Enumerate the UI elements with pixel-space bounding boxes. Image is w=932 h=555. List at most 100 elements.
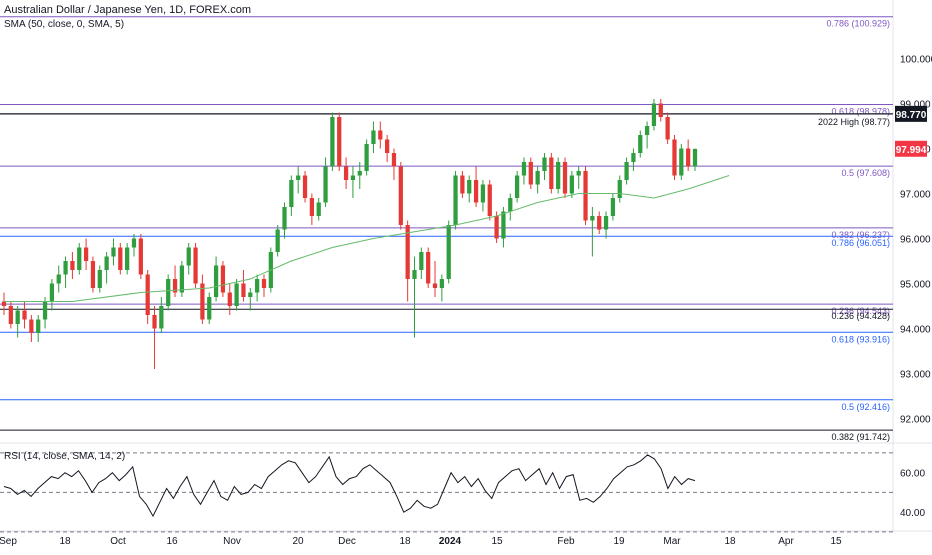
candle-body (617, 180, 622, 198)
candle-body (556, 162, 561, 189)
candle-body (220, 265, 226, 293)
candle-body (391, 153, 397, 167)
candle-body (549, 157, 554, 189)
candle-body (590, 216, 595, 221)
time-tick-label: 20 (292, 536, 304, 547)
current-price-label: 97.994 (896, 145, 927, 156)
candle-body (261, 279, 267, 288)
time-tick-label: 2024 (439, 536, 462, 547)
fib-level-label: 0.786 (96.051) (831, 238, 890, 248)
candle-body (193, 247, 198, 284)
candle-body (316, 202, 321, 216)
rsi-indicator-label[interactable]: RSI (14, close, SMA, 14, 2) (4, 451, 126, 462)
candle-body (644, 126, 650, 135)
candle-body (686, 148, 691, 167)
time-tick-label: Sep (0, 536, 17, 547)
candle-body (138, 238, 143, 275)
current-price-badge (895, 140, 927, 157)
chart-title: Australian Dollar / Japanese Yen, 1D, FO… (4, 4, 252, 16)
candle-body (213, 265, 219, 297)
candle-body (364, 144, 369, 171)
candle-body (439, 279, 444, 288)
candle-body (1, 301, 7, 306)
sma-line (4, 175, 730, 302)
candle-body (460, 175, 465, 194)
candle-body (296, 175, 301, 180)
candle-body (357, 171, 362, 176)
candle-body (289, 180, 294, 207)
candle-body (83, 247, 89, 261)
fib-level-label: 0.5 (92.416) (841, 402, 890, 412)
candle-body (111, 247, 116, 257)
candle-body (514, 175, 520, 198)
candle-body (672, 139, 677, 176)
candle-body (432, 283, 438, 288)
fib-level-label: 0.618 (93.916) (831, 334, 890, 344)
fib-level-label: 0.786 (100.929) (826, 19, 890, 29)
candle-body (378, 130, 383, 140)
time-tick-label: 15 (830, 536, 842, 547)
candle-body (446, 225, 451, 279)
sma-indicator-label[interactable]: SMA (50, close, 0, SMA, 5) (4, 19, 125, 30)
fib-level-label: 0.236 (94.428) (831, 311, 890, 321)
candle-body (282, 207, 287, 230)
time-tick-label: Apr (778, 536, 794, 547)
candle-body (412, 270, 417, 279)
candle-body (569, 175, 574, 194)
candle-body (309, 198, 314, 216)
candle-body (234, 283, 239, 306)
high-price-label: 98.770 (896, 110, 927, 121)
price-tick-label: 97.000 (900, 190, 931, 201)
candle-body (480, 184, 486, 203)
candle-body (207, 297, 212, 320)
time-tick-label: 18 (59, 536, 71, 547)
candle-body (36, 319, 41, 333)
candle-body (49, 283, 55, 302)
candle-body (692, 148, 698, 167)
candle-body (131, 238, 137, 248)
candle-body (658, 103, 663, 117)
candle-body (8, 306, 13, 324)
candle-body (77, 247, 82, 270)
candle-body (405, 225, 410, 279)
price-tick-label: 96.000 (900, 235, 931, 246)
candle-body (426, 252, 431, 284)
time-tick-label: Feb (557, 536, 575, 547)
candle-body (166, 279, 171, 306)
candle-body (255, 279, 260, 293)
fib-level-label: 0.382 (96.237) (831, 230, 890, 240)
candle-body (172, 279, 178, 293)
candle-body (521, 162, 527, 176)
candle-body (118, 247, 123, 270)
candle-body (42, 301, 48, 320)
high-2022-label: 2022 High (98.77) (818, 117, 890, 127)
price-tick-label: 95.000 (900, 280, 931, 291)
candle-body (56, 274, 61, 284)
candle-body (29, 319, 34, 333)
candle-body (487, 184, 492, 216)
candle-body (665, 117, 670, 140)
candle-body (385, 139, 390, 153)
candle-body (651, 103, 657, 126)
candle-body (343, 166, 349, 180)
candle-body (494, 216, 499, 239)
candle-body (302, 175, 308, 198)
candle-body (508, 198, 513, 212)
candle-body (583, 171, 588, 221)
price-tick-label: 99.000 (900, 100, 931, 111)
rsi-line (3, 454, 696, 518)
candle-body (248, 292, 253, 297)
time-tick-label: 15 (491, 536, 503, 547)
candle-body (104, 256, 109, 270)
candle-body (323, 166, 328, 203)
time-tick-label: Dec (338, 536, 356, 547)
time-tick-label: 18 (724, 536, 736, 547)
candle-body (63, 261, 68, 275)
candle-body (152, 315, 157, 329)
candle-body (179, 265, 185, 293)
fib-level-label: 0.5 (97.608) (841, 168, 890, 178)
candle-body (350, 175, 356, 180)
price-tick-label: 94.000 (900, 325, 931, 336)
time-tick-label: Mar (663, 536, 681, 547)
